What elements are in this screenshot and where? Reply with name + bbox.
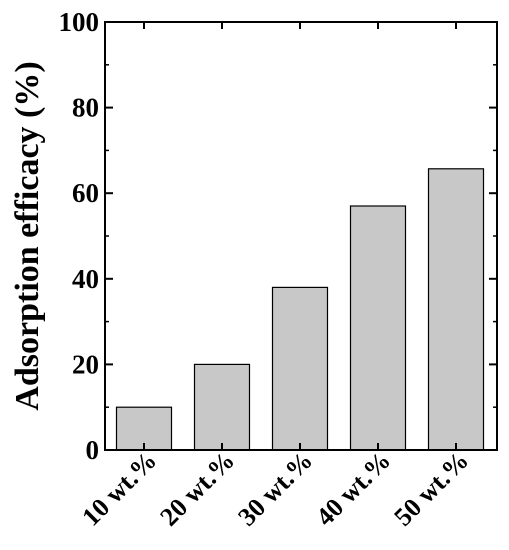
x-tick-label: 30 wt.% [232,446,318,532]
x-tick-label: 50 wt.% [388,446,474,532]
bar-4 [349,205,407,451]
y-tick-label: 100 [59,7,100,37]
x-tick-label: 40 wt.% [310,446,396,532]
y-axis-label: Adsorption efficacy (%) [9,61,46,410]
bar-5 [427,168,485,451]
y-tick-label: 40 [72,264,99,294]
y-tick-labels: 0 20 40 60 80 100 [59,7,100,465]
bar-2 [193,363,251,451]
y-tick-label: 80 [72,93,99,123]
x-tick-label: 20 wt.% [154,446,240,532]
axis-ticks [105,21,497,451]
y-tick-label: 60 [72,178,99,208]
bar-3 [271,286,329,451]
x-tick-labels: 10 wt.%20 wt.%30 wt.%40 wt.%50 wt.% [76,446,474,532]
bars [115,168,485,451]
bar-1 [115,406,173,451]
y-tick-label: 20 [72,349,99,379]
y-tick-label: 0 [86,435,100,465]
